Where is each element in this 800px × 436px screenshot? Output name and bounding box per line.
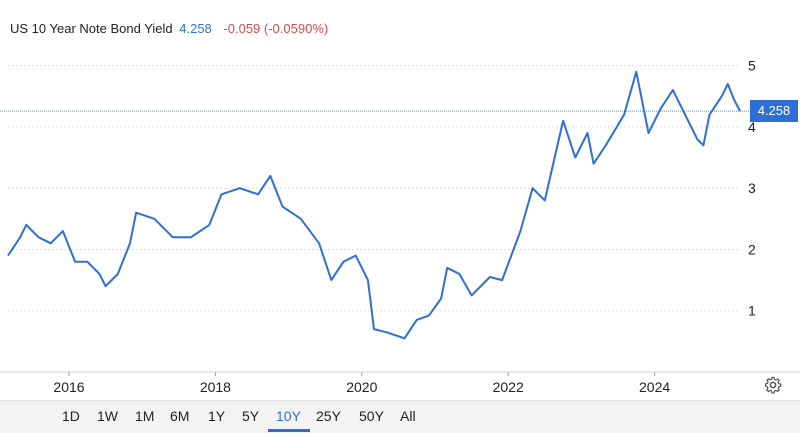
- yield-chart[interactable]: 1 2 3 4 5 2016 2018 2020 2022 2024: [0, 0, 800, 400]
- x-tick-label: 2018: [200, 379, 231, 395]
- chart-title: US 10 Year Note Bond Yield: [10, 21, 173, 36]
- range-button-all[interactable]: All: [400, 408, 416, 424]
- y-axis: 1 2 3 4 5: [748, 58, 756, 319]
- change-value: -0.059 (-0.0590%): [223, 21, 329, 36]
- yield-line: [7, 70, 741, 340]
- y-tick-label: 3: [748, 180, 756, 196]
- range-selector: 1D 1W 1M 6M 1Y 5Y 10Y 25Y 50Y All: [0, 400, 800, 433]
- range-active-indicator: [268, 429, 310, 432]
- x-tick-label: 2020: [346, 379, 377, 395]
- x-axis: 2016 2018 2020 2022 2024: [0, 371, 800, 395]
- y-tick-label: 5: [748, 58, 756, 74]
- y-tick-label: 4: [748, 119, 756, 135]
- range-button-10y[interactable]: 10Y: [276, 408, 301, 424]
- range-button-1m[interactable]: 1M: [135, 408, 155, 424]
- range-button-5y[interactable]: 5Y: [242, 408, 260, 424]
- y-tick-label: 1: [748, 303, 756, 319]
- gear-icon[interactable]: [764, 376, 782, 394]
- range-button-1d[interactable]: 1D: [62, 408, 80, 424]
- chart-header: US 10 Year Note Bond Yield 4.258 -0.059 …: [10, 21, 328, 36]
- range-button-25y[interactable]: 25Y: [316, 408, 341, 424]
- x-tick-label: 2016: [53, 379, 84, 395]
- range-button-50y[interactable]: 50Y: [359, 408, 384, 424]
- last-value: 4.258: [179, 21, 212, 36]
- x-tick-label: 2024: [639, 379, 670, 395]
- y-tick-label: 2: [748, 241, 756, 257]
- range-button-1y[interactable]: 1Y: [208, 408, 226, 424]
- x-tick-label: 2022: [493, 379, 524, 395]
- range-button-6m[interactable]: 6M: [170, 408, 190, 424]
- range-button-1w[interactable]: 1W: [97, 408, 118, 424]
- current-price-badge: 4.258: [750, 100, 798, 123]
- grid-lines: [8, 65, 740, 312]
